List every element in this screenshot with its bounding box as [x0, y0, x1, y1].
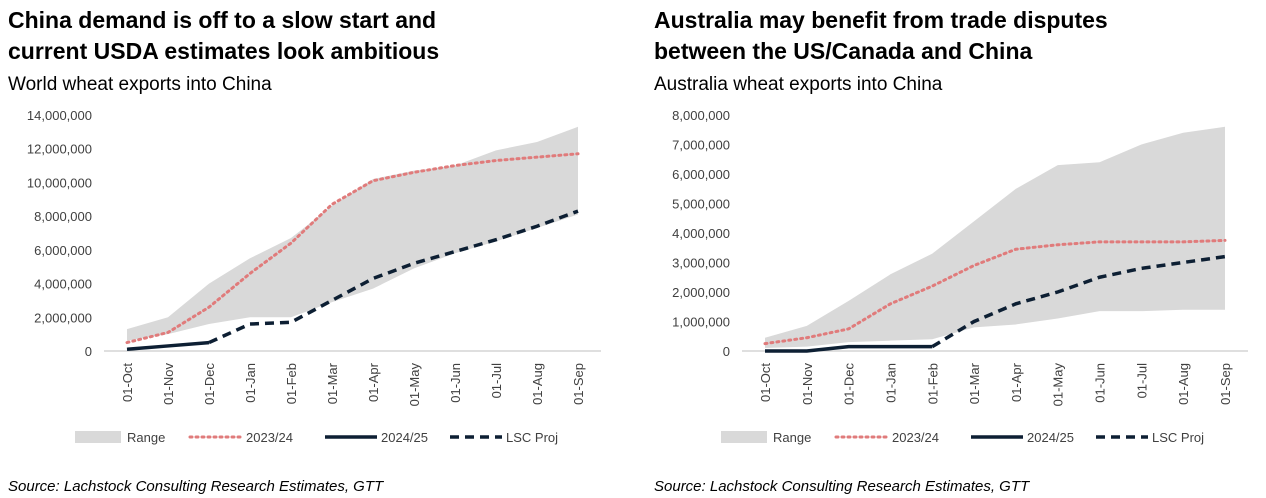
legend-swatch — [721, 431, 767, 443]
x-tick-label: 01-Oct — [758, 363, 773, 402]
x-tick-label: 01-May — [407, 363, 422, 407]
y-tick-label: 7,000,000 — [672, 138, 730, 153]
x-tick-label: 01-Jan — [883, 363, 898, 403]
x-tick-label: 01-Jan — [243, 363, 258, 403]
legend-label: Range — [127, 430, 165, 445]
legend-swatch — [75, 431, 121, 443]
range-area — [765, 126, 1225, 349]
source: Source: Lachstock Consulting Research Es… — [654, 478, 1031, 495]
legend-label: LSC Proj — [1152, 430, 1204, 445]
y-tick-label: 6,000,000 — [34, 243, 92, 258]
x-tick-label: 01-Dec — [842, 363, 857, 405]
x-tick-label: 01-Apr — [366, 362, 381, 402]
legend-label: 2024/25 — [1027, 430, 1074, 445]
y-tick-label: 3,000,000 — [672, 256, 730, 271]
y-tick-label: 1,000,000 — [672, 315, 730, 330]
series-line — [765, 344, 933, 353]
y-tick-label: 8,000,000 — [34, 209, 92, 224]
y-tick-label: 10,000,000 — [27, 175, 92, 190]
x-tick-label: 01-Apr — [1009, 362, 1024, 402]
chart-title: Australia may benefit from trade dispute… — [654, 7, 1108, 64]
y-tick-label: 0 — [85, 344, 92, 359]
y-tick-label: 4,000,000 — [34, 277, 92, 292]
x-tick-label: 01-Jun — [448, 363, 463, 403]
x-tick-label: 01-Feb — [284, 363, 299, 404]
x-tick-label: 01-Feb — [925, 363, 940, 404]
x-tick-label: 01-Dec — [202, 363, 217, 405]
chart-subtitle: World wheat exports into China — [8, 74, 272, 95]
chart-subtitle: Australia wheat exports into China — [654, 74, 943, 95]
series-line — [125, 152, 580, 345]
series-line — [763, 238, 1227, 346]
y-tick-label: 8,000,000 — [672, 108, 730, 123]
x-tick-label: 01-Mar — [325, 362, 340, 404]
x-tick-label: 01-Jul — [489, 363, 504, 399]
x-tick-label: 01-Oct — [120, 363, 135, 402]
x-tick-label: 01-Aug — [530, 363, 545, 405]
x-tick-label: 01-Aug — [1176, 363, 1191, 405]
y-tick-label: 5,000,000 — [672, 197, 730, 212]
y-tick-label: 12,000,000 — [27, 142, 92, 157]
x-tick-label: 01-Nov — [161, 363, 176, 405]
y-tick-label: 2,000,000 — [672, 285, 730, 300]
legend-label: 2023/24 — [246, 430, 293, 445]
x-tick-label: 01-Jun — [1093, 363, 1108, 403]
x-tick-label: 01-May — [1051, 363, 1066, 407]
series-line — [931, 254, 1226, 349]
source: Source: Lachstock Consulting Research Es… — [8, 478, 385, 495]
series-line — [126, 340, 210, 352]
x-tick-label: 01-Mar — [967, 362, 982, 404]
x-tick-label: 01-Sep — [571, 363, 586, 405]
y-tick-label: 14,000,000 — [27, 108, 92, 123]
x-tick-label: 01-Sep — [1218, 363, 1233, 405]
legend-label: 2024/25 — [381, 430, 428, 445]
x-tick-label: 01-Nov — [800, 363, 815, 405]
y-tick-label: 2,000,000 — [34, 310, 92, 325]
y-tick-label: 0 — [723, 344, 730, 359]
legend-label: 2023/24 — [892, 430, 939, 445]
range-area — [127, 126, 578, 341]
x-tick-label: 01-Jul — [1134, 363, 1149, 399]
legend-label: Range — [773, 430, 811, 445]
legend-label: LSC Proj — [506, 430, 558, 445]
chart-title: China demand is off to a slow start and c… — [8, 7, 439, 64]
y-tick-label: 4,000,000 — [672, 226, 730, 241]
y-tick-label: 6,000,000 — [672, 167, 730, 182]
series-line — [208, 209, 579, 345]
